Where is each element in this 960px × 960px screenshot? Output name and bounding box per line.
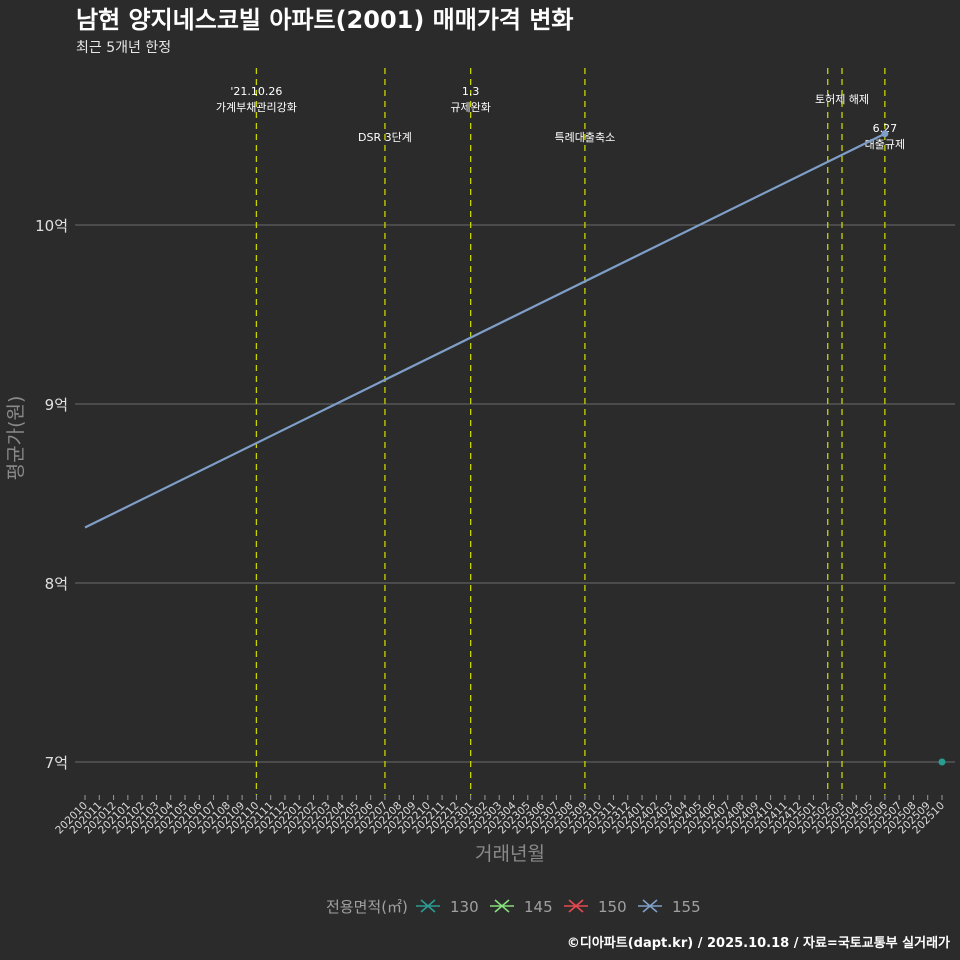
legend-key-145 — [490, 899, 514, 913]
event-annotation: 6.27 — [873, 122, 898, 135]
legend-title: 전용면적(㎡) — [326, 898, 408, 916]
legend-cross-icon — [494, 899, 510, 913]
legend: 전용면적(㎡) 130 145 150 155 — [326, 898, 701, 916]
legend-label: 145 — [524, 898, 553, 916]
y-tick-label: 10억 — [35, 217, 68, 235]
legend-label: 130 — [450, 898, 479, 916]
y-tick-label: 9억 — [45, 396, 68, 414]
legend-cross-icon — [642, 899, 658, 913]
legend-label: 155 — [672, 898, 701, 916]
x-axis-label: 거래년월 — [475, 843, 545, 865]
legend-key-150 — [564, 899, 588, 913]
event-annotation: 토허제 해제 — [815, 92, 869, 106]
legend-cross-icon — [420, 899, 436, 913]
legend-key-130 — [416, 899, 440, 913]
legend-key-155 — [638, 899, 662, 913]
y-tick-label: 8억 — [45, 575, 68, 593]
y-axis-label: 평균가(원) — [5, 396, 27, 481]
event-annotation: DSR 3단계 — [358, 131, 412, 144]
legend-label: 150 — [598, 898, 627, 916]
x-axis: 2020102020112020122021012021022021032021… — [53, 795, 947, 836]
data-point-130 — [938, 758, 946, 766]
event-annotation: 1.3 — [462, 85, 480, 98]
gridlines — [75, 224, 955, 763]
event-annotation: 특례대출축소 — [555, 131, 616, 144]
caption: ©디아파트(dapt.kr) / 2025.10.18 / 자료=국토교통부 실… — [567, 935, 950, 951]
series-layer — [84, 130, 946, 766]
data-point-155 — [881, 130, 889, 138]
chart-title: 남현 양지네스코빌 아파트(2001) 매매가격 변화 — [76, 6, 574, 34]
event-annotation: '21.10.26 — [230, 85, 282, 98]
event-annotation: 가계부채관리강화 — [216, 101, 297, 114]
event-annotation: 규제완화 — [450, 101, 490, 114]
y-axis: 7억 8억 9억 10억 — [35, 217, 68, 772]
chart-subtitle: 최근 5개년 한정 — [76, 40, 171, 56]
y-tick-label: 7억 — [45, 754, 68, 772]
legend-cross-icon — [568, 899, 584, 913]
series-line-155 — [84, 132, 886, 529]
event-annotation: 대출규제 — [865, 138, 905, 151]
